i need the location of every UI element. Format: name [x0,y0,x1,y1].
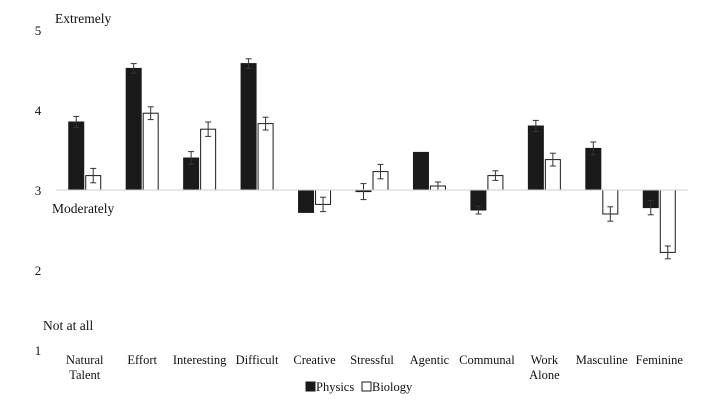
category-label: Natural [66,353,104,367]
y-tick-label: 2 [35,263,42,278]
category-label: Alone [529,368,560,382]
legend-label: Physics [316,380,354,394]
category-label: Agentic [410,353,450,367]
physics-bar [298,189,315,213]
scale-annotation: Not at all [43,318,93,333]
category-label: Masculine [576,353,629,367]
physics-bar [68,121,85,191]
legend-label: Biology [372,380,413,394]
biology-bar [200,128,217,191]
scale-annotation: Extremely [55,11,111,26]
biology-bar [257,123,274,191]
biology-bar [142,112,159,191]
y-tick-label: 4 [35,103,42,118]
physics-bar [527,125,544,191]
category-label: Interesting [173,353,227,367]
category-label: Feminine [636,353,684,367]
physics-bar [125,67,142,191]
category-label: Communal [459,353,515,367]
y-tick-label: 1 [35,343,42,358]
category-label: Stressful [350,353,394,367]
physics-bar [240,63,257,191]
category-label: Difficult [236,353,279,367]
category-label: Work [531,353,559,367]
physics-bar [412,151,429,191]
category-label: Talent [69,368,101,382]
physics-legend-swatch [305,381,316,392]
category-label: Creative [293,353,336,367]
scale-annotation: Moderately [52,201,114,216]
biology-bar [659,189,676,253]
y-tick-label: 3 [35,183,42,198]
biology-legend-swatch [361,381,372,392]
y-tick-label: 5 [35,23,42,38]
category-label: Effort [127,353,157,367]
